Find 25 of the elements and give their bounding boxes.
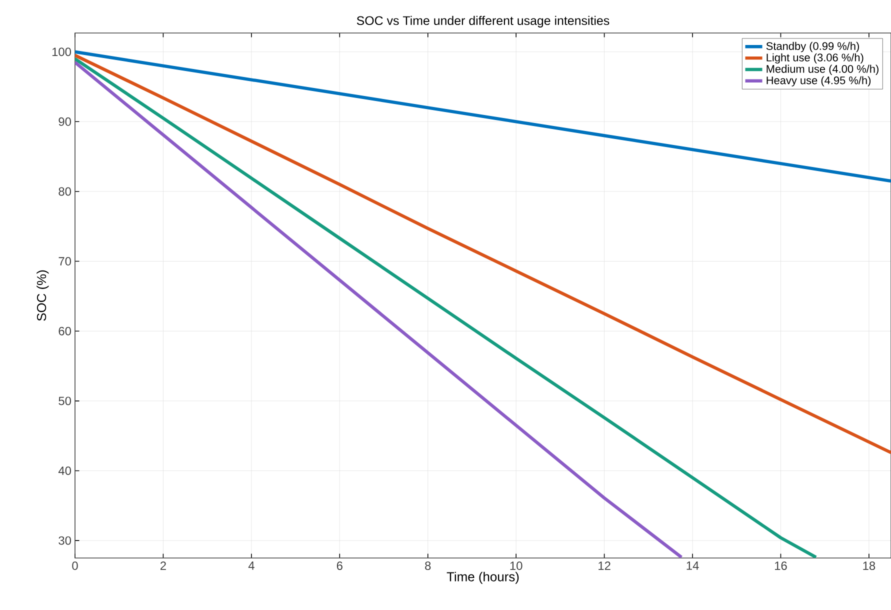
y-tick-label: 70 [58,257,72,266]
y-tick-label: 50 [58,396,72,406]
legend-label: Medium use (4.00 %/h) [766,64,878,75]
chart-title: SOC vs Time under different usage intensities [356,16,610,28]
y-tick-label: 90 [58,117,72,126]
x-tick-label: 6 [336,562,342,570]
y-axis-title: SOC (%) [36,270,49,321]
x-tick-label: 8 [425,562,431,570]
legend-label: Heavy use (4.95 %/h) [766,76,871,86]
y-tick-label: 30 [58,536,72,545]
x-tick-label: 2 [160,562,166,570]
x-tick-label: 0 [72,562,78,570]
legend-label: Light use (3.06 %/h) [766,53,864,64]
x-tick-label: 18 [863,562,876,570]
y-tick-label: 60 [58,326,72,336]
x-tick-label: 4 [248,562,254,570]
legend-label: Standby (0.99 %/h) [766,42,859,52]
x-tick-label: 10 [510,562,522,570]
y-tick-label: 40 [58,466,72,475]
x-tick-label: 12 [598,562,610,570]
y-tick-label: 80 [58,187,72,196]
x-tick-label: 14 [686,562,699,570]
x-tick-label: 16 [774,562,787,570]
y-tick-label: 100 [52,48,72,56]
x-axis-title: Time (hours) [446,572,519,584]
